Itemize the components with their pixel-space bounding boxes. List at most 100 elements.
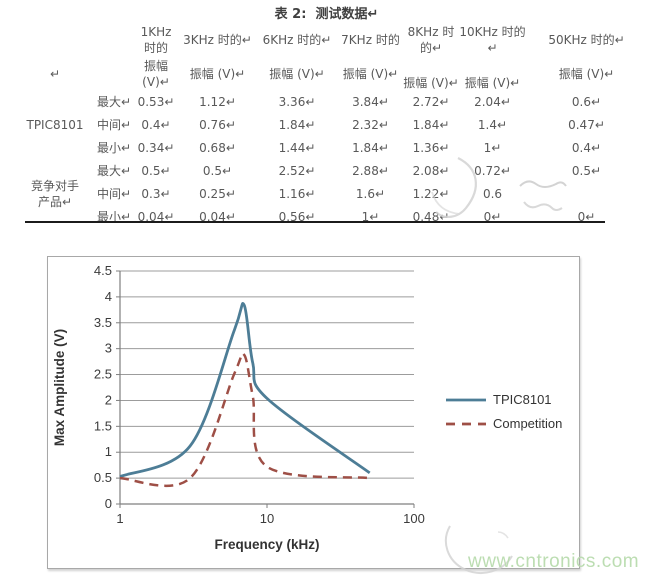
watermark-url: www.cntronics.com: [468, 551, 640, 572]
spacer-cell: [95, 58, 133, 90]
amp-header-cell: 振幅 (V)↵: [464, 76, 521, 91]
value-cell: 0.5↵: [202, 163, 233, 178]
amp-header-cell: 振幅 (V)↵: [269, 67, 325, 82]
value-cell: 0↵: [483, 209, 502, 224]
tick-label: 1: [116, 511, 123, 526]
group-label-tpic8101: TPIC8101: [26, 117, 84, 132]
axis-title: Max Amplitude (V): [52, 329, 67, 446]
value-cell: 0.3↵: [141, 186, 171, 201]
value-cell: 1.22↵: [412, 186, 450, 201]
row-label: 最小↵: [96, 209, 132, 224]
value-cell: 1.16↵: [278, 186, 316, 201]
value-cell: 1.6↵: [355, 186, 386, 201]
value-cell: 0↵: [577, 209, 596, 224]
table-row: 竞争对手 产品↵ 最大↵ 0.5↵ 0.5↵ 2.52↵ 2.88↵ 2.08↵ …: [15, 159, 647, 209]
table-row: 最小↵ 0.04↵ 0.04↵ 0.56↵ 1↵ 0.48↵ 0↵ 0↵: [15, 205, 647, 228]
amplitude-header-row: ↵ 振幅 (V)↵ 振幅 (V)↵ 振幅 (V)↵ 振幅 (V)↵ 振幅 (V)…: [15, 58, 647, 90]
value-cell: 1.36↵: [412, 140, 450, 155]
value-cell: 2.52↵: [278, 163, 316, 178]
value-cell: 1.4↵: [477, 117, 508, 132]
amp-header-cell: 振幅 (V)↵: [342, 67, 399, 82]
tick-label: 100: [403, 511, 425, 526]
value-cell: 0.4↵: [571, 140, 602, 155]
table-bottom-border: [25, 221, 605, 223]
value-cell: 3.36↵: [278, 94, 316, 109]
value-cell: 0.04↵: [199, 209, 236, 224]
row-label: 中间↵: [96, 117, 132, 132]
tick-label: 0: [105, 496, 112, 511]
value-cell: 1.44↵: [278, 140, 316, 155]
value-cell: 0.6: [482, 186, 503, 201]
value-cell: 0.04↵: [137, 209, 175, 224]
tick-label: 0.5: [94, 470, 112, 485]
row-label: 最大↵: [96, 163, 132, 178]
value-cell: [526, 182, 647, 205]
freq-header-1khz: 1KHz 时的: [140, 24, 172, 55]
spacer-cell: [15, 22, 95, 58]
tick-label: 1.5: [94, 418, 112, 433]
row-label: 最大↵: [96, 94, 132, 109]
tick-label: 10: [260, 511, 274, 526]
chart-canvas: 0 0.5 1 1.5 2 2.5 3 3.5 4 4.5 1 10 100 Frequency (kHz…: [52, 263, 562, 552]
table-title: 表 2: 测试数据↵: [274, 7, 379, 22]
legend-label: Competition: [493, 416, 562, 431]
value-cell: 2.88↵: [352, 163, 389, 178]
value-cell: 0.56↵: [278, 209, 316, 224]
tick-label: 1: [105, 444, 112, 459]
value-cell: 1.84↵: [352, 140, 389, 155]
freq-header-7khz: 7KHz 时的: [341, 32, 400, 47]
tick-label: 2.5: [94, 367, 112, 382]
value-cell: 0.48↵: [412, 209, 450, 224]
value-cell: 1↵: [483, 140, 502, 155]
value-cell: 0.72↵: [474, 163, 511, 178]
amp-header-cell: 振幅 (V)↵: [403, 76, 459, 91]
test-data-table: 1KHz 时的 3KHz 时的↵ 6KHz 时的↵ 7KHz 时的 8KHz 时…: [15, 22, 647, 228]
series-line-tpic8101: [119, 302, 371, 478]
value-cell: 2.32↵: [352, 117, 389, 132]
freq-header-6khz: 6KHz 时的↵: [262, 32, 332, 47]
table-row: 中间↵ 0.4↵ 0.76↵ 1.84↵ 2.32↵ 1.84↵ 1.4↵ 0.…: [15, 113, 647, 136]
freq-header-8khz: 8KHz 时的↵: [407, 24, 455, 55]
tick-label: 3.5: [94, 315, 112, 330]
value-cell: 0.76↵: [199, 117, 236, 132]
spacer-cell: [95, 22, 133, 58]
value-cell: 0.25↵: [199, 186, 236, 201]
value-cell: 0.53↵: [137, 94, 175, 109]
line-chart: 0 0.5 1 1.5 2 2.5 3 3.5 4 4.5 1 10 100 Frequency (kHz…: [47, 256, 580, 569]
tick-label: 4.5: [94, 263, 112, 278]
value-cell: 0.5↵: [571, 163, 602, 178]
frequency-header-row: 1KHz 时的 3KHz 时的↵ 6KHz 时的↵ 7KHz 时的 8KHz 时…: [15, 22, 647, 58]
value-cell: 0.47↵: [568, 117, 605, 132]
table-row: TPIC8101 最大↵ 0.53↵ 1.12↵ 3.36↵ 3.84↵ 2.7…: [15, 90, 647, 132]
value-cell: 1↵: [361, 209, 380, 224]
tick-label: 3: [105, 341, 112, 356]
axis-title: Frequency (kHz): [214, 537, 319, 552]
amp-header-cell: 振幅 (V)↵: [142, 59, 170, 90]
tick-label: 4: [105, 289, 112, 304]
value-cell: 0.4↵: [141, 117, 171, 132]
value-cell: 0.6↵: [571, 94, 602, 109]
value-cell: 2.04↵: [474, 94, 511, 109]
value-cell: 2.72↵: [412, 94, 450, 109]
value-cell: 2.08↵: [412, 163, 450, 178]
value-cell: 0.5↵: [141, 163, 171, 178]
value-cell: 0.34↵: [137, 140, 175, 155]
row-label: 最小↵: [96, 140, 132, 155]
value-cell: 1.84↵: [412, 117, 450, 132]
value-cell: 0.68↵: [199, 140, 236, 155]
table-row: 最小↵ 0.34↵ 0.68↵ 1.44↵ 1.84↵ 1.36↵ 1↵ 0.4…: [15, 136, 647, 159]
series-line-competition: [119, 352, 370, 488]
group-label-competitor: 竞争对手 产品↵: [30, 178, 79, 209]
freq-header-3khz: 3KHz 时的↵: [183, 32, 252, 47]
freq-header-50khz: 50KHz 时的↵: [548, 32, 625, 47]
paragraph-mark: ↵: [49, 67, 61, 82]
value-cell: 3.84↵: [352, 94, 389, 109]
row-label: 中间↵: [96, 186, 132, 201]
value-cell: 1.84↵: [278, 117, 316, 132]
value-cell: 1.12↵: [199, 94, 236, 109]
legend-label: TPIC8101: [493, 392, 552, 407]
amp-header-cell: 振幅 (V)↵: [189, 67, 246, 82]
tick-label: 2: [105, 392, 112, 407]
table-row: 中间↵ 0.3↵ 0.25↵ 1.16↵ 1.6↵ 1.22↵ 0.6: [15, 182, 647, 205]
